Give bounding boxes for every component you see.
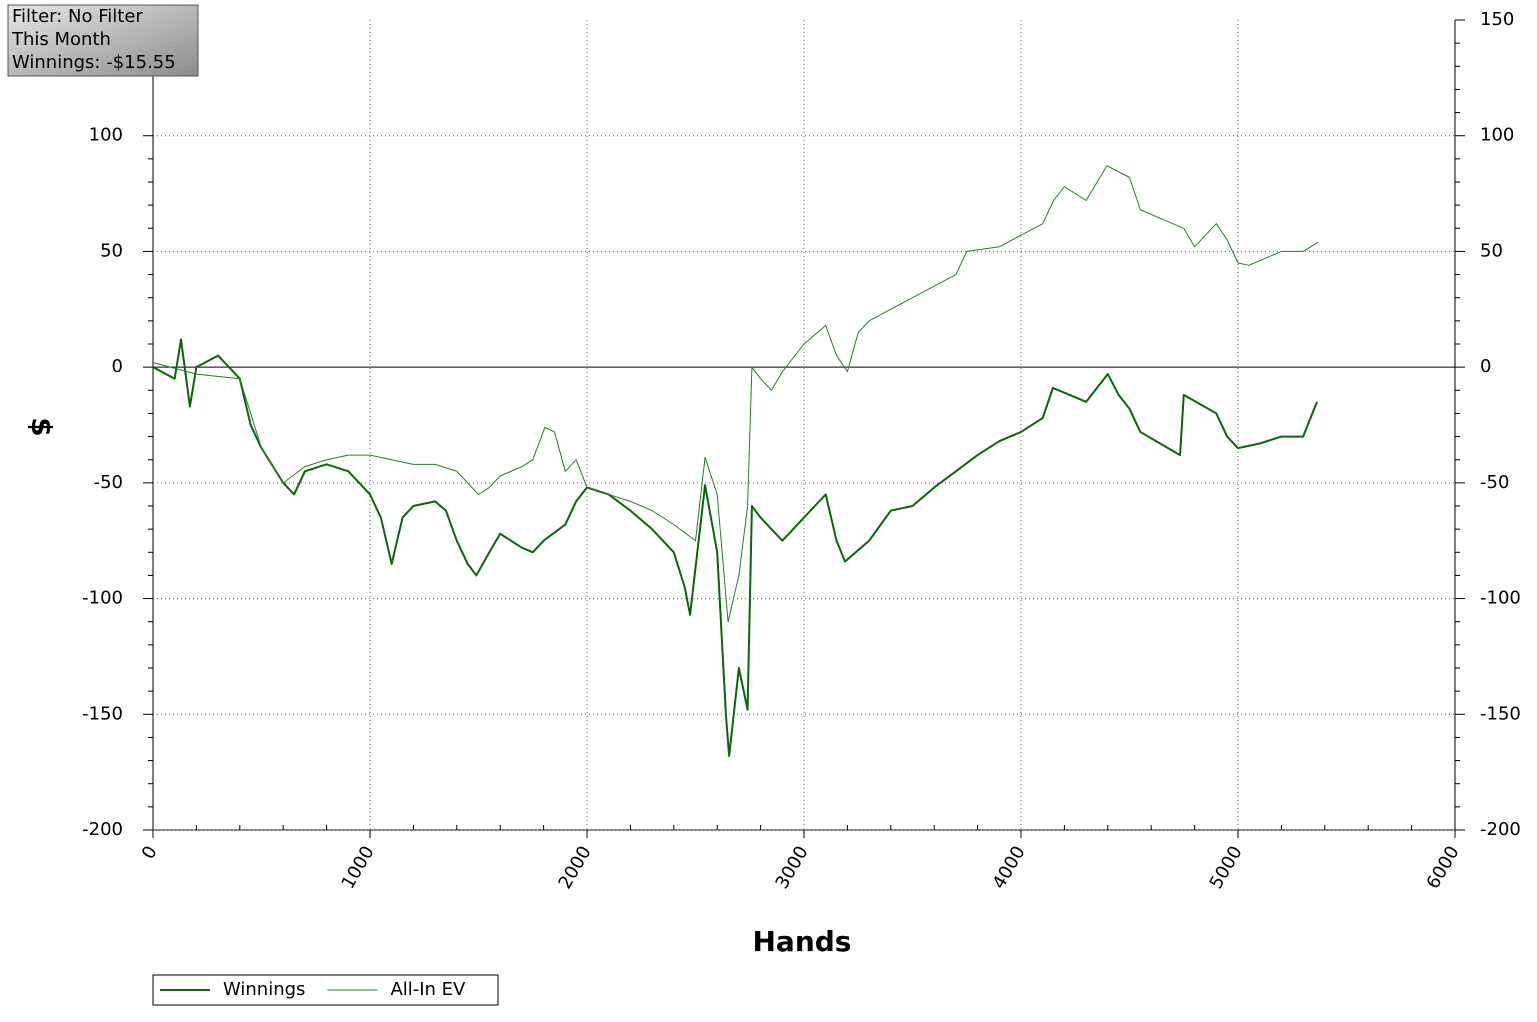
y-tick-label: -100 [82,588,123,609]
y2-tick-label: 50 [1480,240,1503,261]
legend-box [152,974,499,1006]
y2-tick-label: -100 [1480,588,1521,609]
legend-label: Winnings [223,979,305,1000]
y2-tick-label: 150 [1480,9,1514,30]
x-tick-label: 0 [138,843,162,863]
info-box [7,4,199,77]
x-tick-label: 4000 [989,843,1030,893]
y2-tick-label: -150 [1480,703,1521,724]
y-tick-label: -150 [82,703,123,724]
y-tick-label: 50 [100,240,123,261]
series-line [152,338,1318,757]
legend-label: All-In EV [390,979,466,1000]
y-tick-label: 0 [112,356,123,377]
x-tick-label: 1000 [338,843,379,893]
y2-tick-label: 0 [1480,356,1491,377]
x-tick-label: 3000 [772,843,813,893]
y2-tick-label: -200 [1480,819,1521,840]
y-tick-label: -200 [82,819,123,840]
x-tick-label: 5000 [1206,843,1247,893]
x-tick-label: 2000 [555,843,596,893]
series-line [152,165,1319,623]
y2-tick-label: 100 [1480,125,1514,146]
x-axis-label: Hands [753,925,852,958]
info-text: Winnings: -$15.55 [12,52,176,73]
info-text: Filter: No Filter [12,6,143,27]
x-tick-label: 6000 [1423,843,1464,893]
info-text: This Month [11,29,111,50]
y-axis-label: $ [25,417,58,436]
y-tick-label: 100 [89,125,123,146]
y2-tick-label: -50 [1480,472,1509,493]
y-tick-label: -50 [94,472,123,493]
